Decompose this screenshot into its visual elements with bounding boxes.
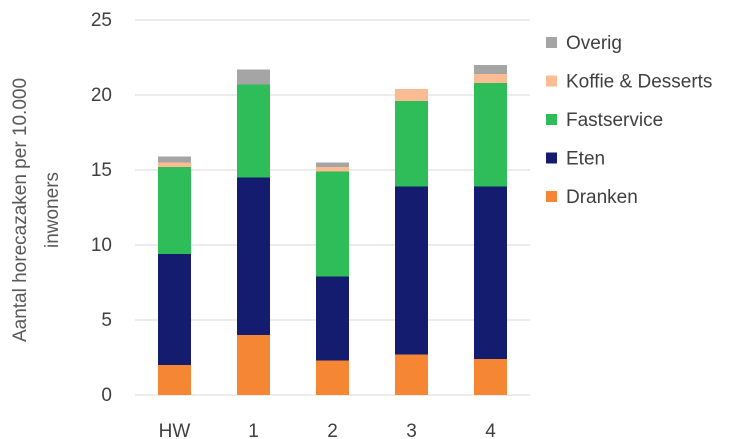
- y-axis-ticks: 0 5 10 15 20 25: [91, 10, 112, 406]
- bar-segment: [474, 186, 507, 359]
- bar-segment: [316, 276, 349, 361]
- bar-segment: [158, 365, 191, 395]
- bar-segment: [316, 360, 349, 395]
- legend-swatch: [546, 191, 557, 202]
- x-axis-ticks: HW 1 2 3 4: [159, 421, 497, 439]
- y-tick-label: 15: [91, 160, 112, 181]
- bar-segment: [395, 354, 428, 395]
- bar-segment: [395, 89, 428, 101]
- bar-segment: [474, 359, 507, 395]
- legend-swatch: [546, 75, 557, 87]
- y-tick-label: 20: [91, 85, 112, 106]
- bar-segment: [158, 162, 191, 167]
- legend-swatch: [546, 152, 557, 164]
- bar-segment: [237, 177, 270, 335]
- bar-segment: [474, 65, 507, 74]
- legend-swatch: [546, 37, 557, 48]
- x-tick-label: 4: [485, 421, 496, 439]
- legend-swatch: [546, 114, 557, 125]
- x-tick-label: 2: [327, 421, 338, 439]
- bar-segment: [158, 156, 191, 163]
- bar-segment: [316, 167, 349, 172]
- y-axis-title-line: inwoners: [42, 172, 63, 248]
- bar-segment: [316, 171, 349, 277]
- x-tick-label: 1: [248, 421, 259, 439]
- bar-segment: [395, 101, 428, 187]
- legend-label: Eten: [566, 149, 605, 170]
- bar-segment: [316, 162, 349, 167]
- y-axis-title-line: Aantal horecazaken per 10.000: [10, 78, 31, 342]
- bar-segment: [158, 254, 191, 365]
- bars: [158, 65, 507, 395]
- bar-segment: [395, 186, 428, 355]
- legend-label: Koffie & Desserts: [566, 72, 712, 93]
- x-tick-label: 3: [406, 421, 417, 439]
- x-tick-label: HW: [159, 421, 191, 439]
- y-axis-title: Aantal horecazaken per 10.000 inwoners: [10, 78, 63, 342]
- bar-segment: [158, 167, 191, 254]
- y-tick-label: 25: [91, 10, 112, 31]
- y-tick-label: 0: [101, 385, 112, 406]
- bar-segment: [237, 69, 270, 85]
- y-tick-label: 5: [101, 310, 112, 331]
- y-axis-label: Aantal horecazaken per 10.000 inwoners: [10, 78, 63, 342]
- legend-label: Dranken: [566, 187, 638, 208]
- bar-segment: [474, 74, 507, 83]
- bar-segment: [237, 84, 270, 178]
- legend: Overig Koffie & Desserts Fastservice Eten Dr…: [546, 33, 712, 208]
- legend-label: Fastservice: [566, 110, 663, 131]
- bar-segment: [237, 335, 270, 395]
- bar-segment: [474, 83, 507, 187]
- legend-label: Overig: [566, 33, 622, 54]
- y-tick-label: 10: [91, 235, 112, 256]
